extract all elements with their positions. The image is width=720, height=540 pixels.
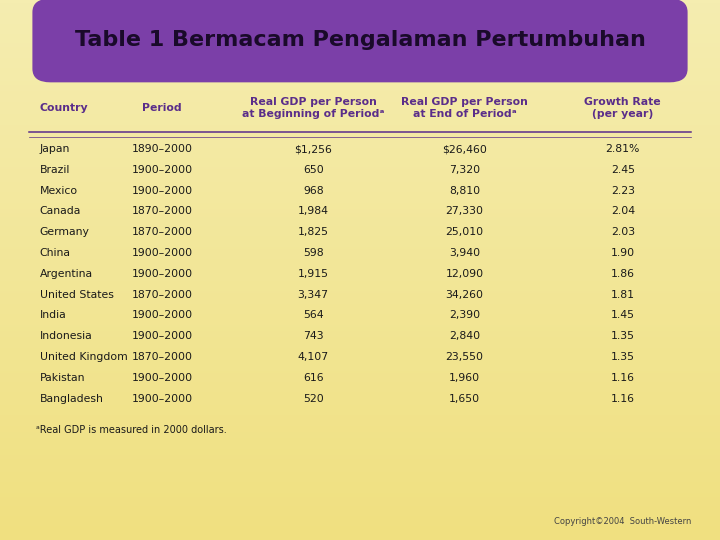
Text: 2.45: 2.45 [611, 165, 635, 175]
Text: 23,550: 23,550 [446, 352, 483, 362]
Text: 743: 743 [303, 331, 323, 341]
Text: 1.45: 1.45 [611, 310, 635, 320]
Text: 1,984: 1,984 [297, 206, 329, 217]
Text: 1.35: 1.35 [611, 331, 635, 341]
FancyBboxPatch shape [32, 0, 688, 82]
Text: 1,960: 1,960 [449, 373, 480, 383]
Text: 968: 968 [303, 186, 323, 195]
Text: 3,347: 3,347 [297, 289, 329, 300]
Text: 2,840: 2,840 [449, 331, 480, 341]
Text: 27,330: 27,330 [446, 206, 483, 217]
Text: 8,810: 8,810 [449, 186, 480, 195]
Text: 4,107: 4,107 [297, 352, 329, 362]
Text: Country: Country [40, 103, 89, 113]
Text: ᵃReal GDP is measured in 2000 dollars.: ᵃReal GDP is measured in 2000 dollars. [36, 424, 227, 435]
Text: 616: 616 [303, 373, 323, 383]
Text: 1870–2000: 1870–2000 [132, 227, 192, 237]
Text: 598: 598 [303, 248, 323, 258]
Text: 1870–2000: 1870–2000 [132, 289, 192, 300]
Text: 1.81: 1.81 [611, 289, 635, 300]
Text: $1,256: $1,256 [294, 144, 332, 154]
Text: Real GDP per Person
at End of Periodᵃ: Real GDP per Person at End of Periodᵃ [401, 97, 528, 119]
Text: United Kingdom: United Kingdom [40, 352, 127, 362]
Text: 1890–2000: 1890–2000 [132, 144, 192, 154]
Text: 3,940: 3,940 [449, 248, 480, 258]
Text: 564: 564 [303, 310, 323, 320]
Text: Germany: Germany [40, 227, 89, 237]
Text: 1.35: 1.35 [611, 352, 635, 362]
Text: 34,260: 34,260 [446, 289, 483, 300]
Text: 2,390: 2,390 [449, 310, 480, 320]
Text: 1,915: 1,915 [297, 269, 329, 279]
Text: 1900–2000: 1900–2000 [132, 331, 192, 341]
Text: 1870–2000: 1870–2000 [132, 352, 192, 362]
Text: 1870–2000: 1870–2000 [132, 206, 192, 217]
Text: 1900–2000: 1900–2000 [132, 269, 192, 279]
Text: Brazil: Brazil [40, 165, 70, 175]
Text: Real GDP per Person
at Beginning of Periodᵃ: Real GDP per Person at Beginning of Peri… [242, 97, 384, 119]
Text: Japan: Japan [40, 144, 70, 154]
Text: 1,650: 1,650 [449, 394, 480, 403]
Text: 1.90: 1.90 [611, 248, 635, 258]
Text: Growth Rate
(per year): Growth Rate (per year) [585, 97, 661, 119]
Text: Period: Period [142, 103, 182, 113]
Text: 1900–2000: 1900–2000 [132, 165, 192, 175]
Text: United States: United States [40, 289, 114, 300]
Text: 1900–2000: 1900–2000 [132, 248, 192, 258]
Text: 1,825: 1,825 [297, 227, 329, 237]
Text: 1900–2000: 1900–2000 [132, 310, 192, 320]
Text: 2.04: 2.04 [611, 206, 635, 217]
Text: 1900–2000: 1900–2000 [132, 373, 192, 383]
Text: $26,460: $26,460 [442, 144, 487, 154]
Text: 1900–2000: 1900–2000 [132, 394, 192, 403]
Text: China: China [40, 248, 71, 258]
Text: 25,010: 25,010 [446, 227, 483, 237]
Text: Copyright©2004  South-Western: Copyright©2004 South-Western [554, 517, 691, 526]
Text: 2.81%: 2.81% [606, 144, 640, 154]
Text: 1.16: 1.16 [611, 373, 635, 383]
Text: India: India [40, 310, 66, 320]
Text: 2.03: 2.03 [611, 227, 635, 237]
Text: Pakistan: Pakistan [40, 373, 85, 383]
Text: 12,090: 12,090 [446, 269, 483, 279]
Text: Bangladesh: Bangladesh [40, 394, 104, 403]
Text: Indonesia: Indonesia [40, 331, 92, 341]
Text: 520: 520 [303, 394, 323, 403]
Text: Table 1 Bermacam Pengalaman Pertumbuhan: Table 1 Bermacam Pengalaman Pertumbuhan [75, 30, 645, 51]
Text: 7,320: 7,320 [449, 165, 480, 175]
Text: Canada: Canada [40, 206, 81, 217]
Text: Mexico: Mexico [40, 186, 78, 195]
Text: Argentina: Argentina [40, 269, 93, 279]
Text: 1.16: 1.16 [611, 394, 635, 403]
Text: 650: 650 [303, 165, 323, 175]
Text: 2.23: 2.23 [611, 186, 635, 195]
Text: 1.86: 1.86 [611, 269, 635, 279]
Text: 1900–2000: 1900–2000 [132, 186, 192, 195]
